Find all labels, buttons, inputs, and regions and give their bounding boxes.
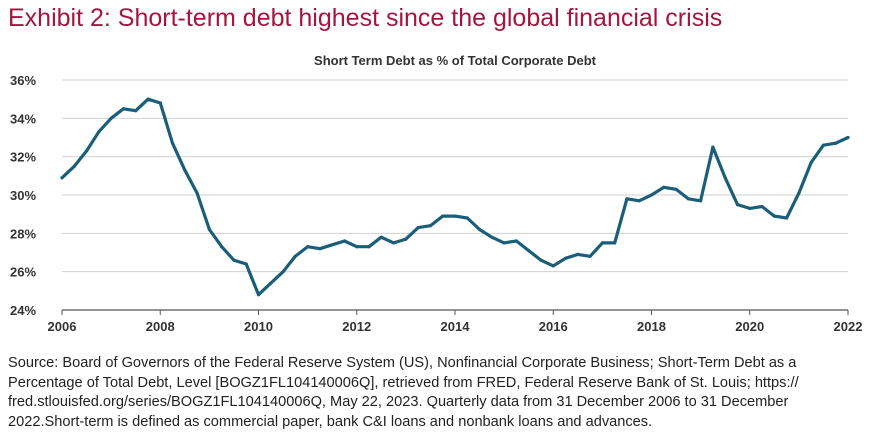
data-point — [527, 249, 531, 253]
y-tick-label: 34% — [10, 111, 36, 126]
data-point — [563, 256, 568, 260]
x-tick-label: 2006 — [48, 319, 77, 334]
chart-title: Short Term Debt as % of Total Corporate … — [314, 53, 597, 68]
data-point — [662, 185, 666, 189]
data-point — [416, 226, 420, 230]
x-tick-label: 2016 — [539, 319, 568, 334]
data-point — [60, 176, 64, 180]
data-point — [367, 245, 371, 249]
data-point — [134, 109, 138, 113]
data-point — [330, 243, 334, 247]
y-tick-label: 24% — [10, 303, 36, 318]
data-point — [109, 116, 113, 120]
y-tick-label: 36% — [10, 73, 36, 88]
source-note: Source: Board of Governors of the Federa… — [8, 355, 799, 430]
x-tick-label: 2018 — [637, 319, 666, 334]
data-point — [846, 135, 850, 140]
data-point — [723, 176, 727, 180]
data-point — [821, 143, 826, 147]
data-point — [514, 239, 519, 243]
x-tick-label: 2014 — [441, 319, 471, 334]
data-point — [649, 193, 654, 197]
data-point — [379, 235, 383, 239]
x-tick-label: 2022 — [834, 319, 863, 334]
data-point — [551, 264, 555, 268]
data-point — [244, 262, 248, 266]
data-point — [146, 97, 150, 101]
data-point — [600, 241, 605, 245]
data-point — [809, 160, 813, 164]
y-tick-labels: 24% 26% 28% 30% 32% 34% 36% — [10, 73, 36, 318]
data-point — [195, 191, 199, 195]
data-point — [502, 241, 506, 245]
data-point — [478, 227, 482, 232]
data-point — [834, 141, 838, 145]
data-point — [453, 214, 457, 218]
data-point — [637, 199, 641, 203]
grid-lines — [62, 79, 848, 273]
data-point — [428, 224, 432, 228]
data-point — [342, 239, 347, 243]
data-point — [490, 235, 494, 239]
data-point — [674, 187, 678, 191]
data-point — [207, 227, 211, 232]
y-tick-label: 28% — [10, 226, 36, 241]
data-point — [97, 130, 101, 134]
data-point — [465, 216, 469, 220]
x-tick-label: 2020 — [735, 319, 764, 334]
data-point — [293, 254, 297, 258]
data-point — [797, 191, 801, 195]
data-point — [269, 281, 273, 285]
data-point — [588, 254, 592, 258]
data-point — [281, 270, 285, 274]
data-point — [158, 101, 162, 105]
data-point — [772, 214, 776, 218]
data-point — [441, 214, 445, 218]
data-point — [699, 199, 703, 203]
y-tick-label: 26% — [10, 265, 36, 280]
data-point — [170, 141, 175, 145]
data-point — [785, 216, 789, 220]
data-point — [760, 204, 764, 209]
data-point — [256, 293, 261, 297]
data-point — [318, 247, 322, 251]
series-line — [60, 97, 850, 297]
data-point — [613, 241, 617, 245]
data-point — [306, 245, 310, 249]
data-point — [355, 245, 359, 249]
y-tick-label: 30% — [10, 188, 36, 203]
x-tick-label: 2012 — [342, 319, 371, 334]
data-point — [121, 107, 125, 111]
x-tick-label: 2008 — [146, 319, 175, 334]
data-point — [686, 197, 690, 201]
line-chart: Short Term Debt as % of Total Corporate … — [10, 53, 863, 334]
data-point — [735, 203, 740, 207]
data-point — [404, 237, 408, 241]
data-point — [392, 241, 396, 245]
exhibit-title: Exhibit 2: Short-term debt highest since… — [8, 4, 723, 32]
data-point — [711, 145, 715, 149]
data-point — [220, 245, 224, 249]
data-point — [232, 258, 236, 262]
data-point — [72, 164, 76, 168]
data-point — [748, 206, 752, 210]
x-tick-label: 2010 — [244, 319, 273, 334]
data-point — [576, 252, 580, 256]
data-point — [625, 197, 629, 201]
x-tick-labels: 2006 2008 2010 2012 2014 2016 2018 2020 2022 — [48, 310, 863, 334]
y-tick-label: 32% — [10, 150, 36, 165]
series-layer — [60, 97, 850, 297]
data-point — [539, 258, 543, 262]
data-point — [183, 168, 187, 172]
data-point — [85, 149, 89, 153]
